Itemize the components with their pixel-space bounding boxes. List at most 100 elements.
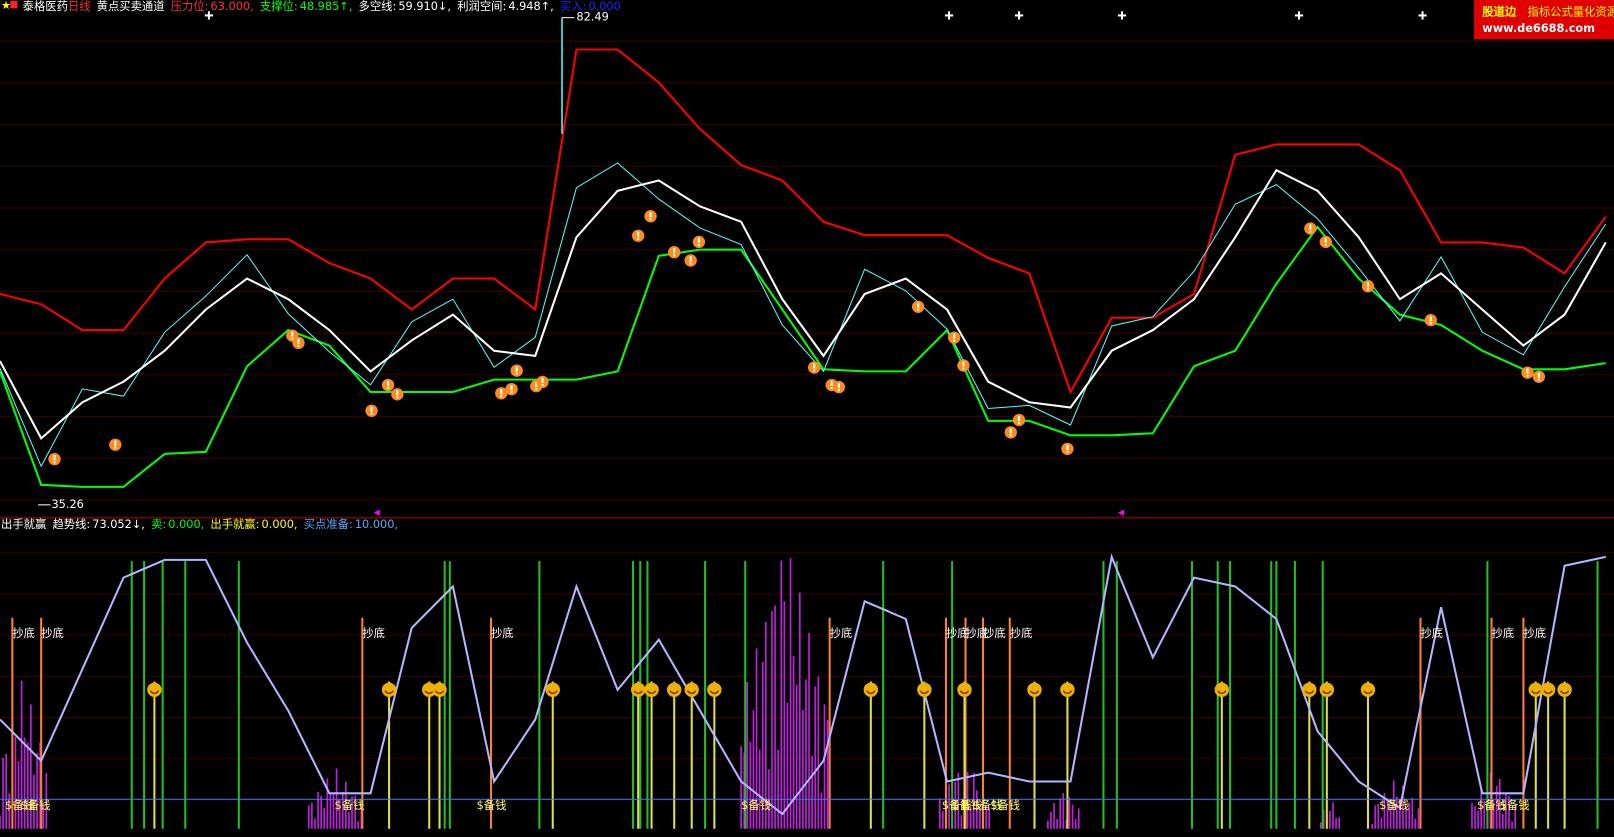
signal-icon-dot [535, 388, 538, 391]
smile-icon [1528, 682, 1543, 697]
bottom-signal-label: 抄底 [1010, 626, 1033, 640]
smile-mouth [434, 690, 445, 695]
smile-mouth [1029, 690, 1040, 695]
signal-icon-dot [1324, 243, 1327, 247]
logo-slogan: 指标公式量化资源 [1528, 4, 1614, 18]
star-icon: ★ [1, 0, 11, 12]
reserve-label: $备钱 [1500, 798, 1530, 812]
bottom-signal-label: 抄底 [830, 626, 853, 640]
readout-value: 0.000, [262, 517, 298, 531]
signal-icon-dot [1526, 374, 1529, 377]
signal-icon-dot [387, 387, 390, 390]
signal-icon-dot [500, 395, 503, 398]
readout-name: 买点准备: [304, 517, 353, 531]
signal-icon-dot [697, 243, 700, 247]
bottom-signal-label: 抄底 [41, 626, 64, 640]
signal-icon-mark [673, 248, 676, 254]
signal-icon-mark [689, 256, 692, 262]
smile-icon [1557, 682, 1572, 697]
smile-icon [432, 682, 447, 697]
signal-icon-mark [962, 361, 965, 367]
indicator-name: 黄点买卖通道 [97, 0, 165, 13]
smile-icon [381, 682, 397, 697]
readout-name: 买入: [560, 0, 586, 13]
logo-brand: 股道边 [1482, 4, 1517, 18]
smile-mouth [1531, 690, 1541, 695]
signal-icon-mark [1009, 428, 1012, 434]
chart-title: 泰格医药 [23, 0, 68, 13]
reserve-label: $备钱 [990, 798, 1020, 812]
period: 日线 [68, 0, 91, 13]
signal-icon-dot [953, 339, 956, 342]
high-label: 82.49 [576, 10, 608, 24]
bottom-signal-label: 抄底 [12, 626, 35, 640]
smile-icon [644, 682, 659, 697]
smile-icon [1060, 682, 1075, 697]
reserve-label: $备钱 [973, 798, 1003, 812]
smile-mouth [919, 690, 929, 695]
smile-icon [1360, 682, 1376, 697]
signal-icon-mark [1324, 237, 1327, 243]
signal-icon-dot [830, 387, 833, 390]
signal-icon-dot [1309, 230, 1312, 233]
signal-icon-dot [1009, 434, 1012, 437]
readout-value: 63.000, [211, 0, 254, 13]
signal-icon-dot [673, 254, 676, 257]
signal-icon-mark [297, 338, 300, 344]
logo-url: www.de6688.com [1482, 21, 1595, 35]
signal-icon-dot [53, 461, 56, 464]
smile-icon [917, 682, 932, 697]
readout-value: 0.000, [168, 517, 204, 531]
smile-icon [957, 682, 972, 697]
readout-name: 出手就赢: [210, 517, 259, 531]
readout-name: 多空线: [359, 0, 397, 13]
smile-icon [1302, 682, 1317, 697]
reserve-label: $备钱 [1379, 798, 1409, 812]
smile-mouth [384, 690, 394, 695]
smile-mouth [1217, 690, 1227, 695]
signal-icon-mark [813, 363, 816, 369]
bottom-signal-label: 抄底 [362, 626, 385, 640]
readout-name: 利润空间: [457, 0, 506, 13]
readout-name: 压力位: [171, 0, 209, 13]
smile-icon [147, 682, 162, 697]
signal-icon-dot [396, 396, 399, 399]
signal-icon-dot [114, 446, 117, 449]
readout-name: 卖: [151, 517, 166, 531]
smile-mouth [1062, 690, 1073, 695]
signal-icon-dot [962, 367, 965, 370]
readout-value: 10.000, [355, 517, 398, 531]
reserve-label: $备钱 [942, 798, 972, 812]
smile-icon [863, 682, 879, 697]
smile-mouth [959, 690, 970, 695]
signal-icon-dot [1366, 288, 1370, 291]
smile-mouth [1322, 690, 1332, 695]
signal-icon-mark [396, 390, 399, 396]
signal-icon-dot [837, 389, 840, 392]
signal-icon-mark [1366, 282, 1370, 288]
reserve-label: $备钱 [335, 798, 365, 812]
reserve-label: $备钱 [741, 798, 771, 812]
signal-icon-mark [1429, 316, 1432, 322]
readout-name: 趋势线: [52, 517, 90, 531]
signal-icon-dot [297, 344, 300, 347]
header: 出手就赢 趋势线: 73.052↓, 卖: 0.000, 出手就赢: 0.000, 买点准备:… [1, 517, 398, 531]
smile-mouth [1363, 690, 1373, 695]
signal-icon-dot [649, 218, 652, 221]
signal-icon-mark [1066, 444, 1069, 450]
signal-icon-mark [387, 380, 390, 387]
readout-value: 48.985↑, [300, 0, 353, 13]
signal-icon-dot [1429, 322, 1432, 325]
bottom-signal-label: 抄底 [1523, 626, 1546, 640]
signal-icon-mark [1309, 224, 1312, 230]
readout-name: 支撑位: [260, 0, 298, 13]
bottom-signal-label: 抄底 [1420, 626, 1443, 640]
signal-icon-mark [370, 406, 373, 412]
smile-mouth [709, 690, 719, 695]
flag-icon [10, 1, 18, 9]
signal-icon-mark [837, 382, 840, 389]
signal-icon-dot [813, 369, 816, 372]
signal-icon-mark [510, 385, 513, 391]
